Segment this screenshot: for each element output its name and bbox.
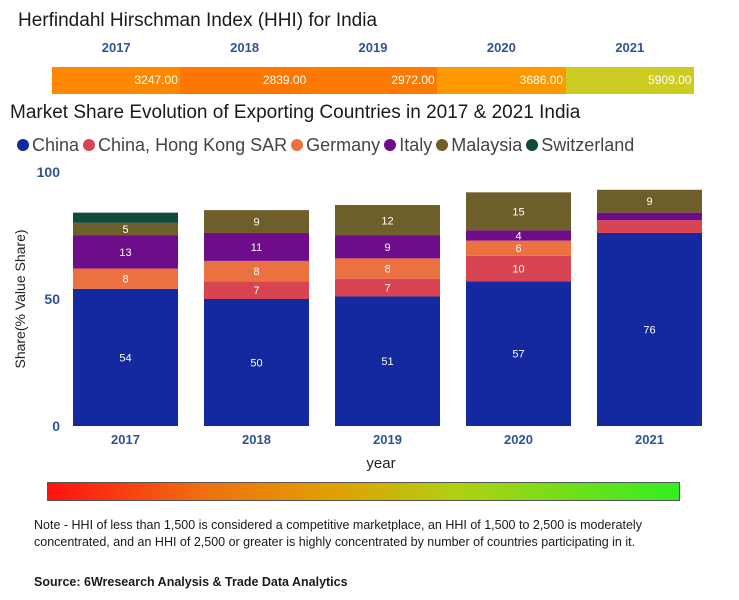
hhi-value-cell: 2839.00 xyxy=(180,67,310,94)
legend-swatch xyxy=(17,139,29,151)
data-label: 54 xyxy=(119,352,131,364)
hhi-year-label: 2021 xyxy=(615,40,645,55)
y-tick-label: 100 xyxy=(37,164,61,180)
bar-segment xyxy=(466,255,571,282)
stacked-bar-chart: 0 50 100 Share(% Value Share) 54 8 13 5 2017 50 7 8… xyxy=(12,164,702,472)
legend-swatch xyxy=(291,139,304,151)
legend-item: Italy xyxy=(384,135,432,156)
data-label: 8 xyxy=(122,274,128,286)
data-label: 8 xyxy=(253,266,259,278)
x-axis-title: year xyxy=(366,455,395,472)
hhi-year-label: 2018 xyxy=(230,40,260,55)
data-label: 10 xyxy=(512,264,524,276)
x-tick-label: 2021 xyxy=(635,432,664,447)
data-label: 8 xyxy=(384,264,390,276)
data-label: 12 xyxy=(381,215,393,227)
data-label: 5 xyxy=(122,224,128,236)
data-label: 76 xyxy=(643,324,655,336)
data-label: 11 xyxy=(251,242,262,254)
bar-segment xyxy=(335,235,440,259)
legend-label: China, Hong Kong SAR xyxy=(98,135,288,155)
bar-segment xyxy=(73,268,178,289)
legend-item: China xyxy=(17,135,79,156)
chart-legend: China China, Hong Kong SAR Germany Italy Mal… xyxy=(17,135,638,159)
hhi-value-cell: 5909.00 xyxy=(565,67,695,94)
x-tick-label: 2018 xyxy=(242,432,271,447)
bar-segment xyxy=(73,222,178,236)
hhi-value-bar: 3247.00 2839.00 2972.00 3686.00 5909.00 xyxy=(52,67,695,94)
bar-segment xyxy=(204,210,309,233)
data-label: 7 xyxy=(253,285,259,297)
hhi-value-cell: 3247.00 xyxy=(52,67,181,94)
data-label: 4 xyxy=(515,231,521,243)
data-label: 15 xyxy=(512,206,524,218)
footnote: Note - HHI of less than 1,500 is conside… xyxy=(34,518,642,549)
data-label: 51 xyxy=(381,356,393,368)
legend-swatch xyxy=(83,139,96,151)
x-tick-label: 2017 xyxy=(111,432,140,447)
hhi-year-label: 2017 xyxy=(101,40,131,55)
bar-segment xyxy=(73,212,178,223)
data-label: 6 xyxy=(515,243,521,255)
legend-label: China xyxy=(32,135,80,155)
bar-segment xyxy=(73,288,178,426)
data-label: 7 xyxy=(384,283,390,295)
data-label: 13 xyxy=(119,247,131,259)
bar-segment xyxy=(466,192,571,231)
bar-segment xyxy=(335,258,440,279)
bar-segment xyxy=(204,232,309,261)
hhi-year-label: 2019 xyxy=(358,40,388,55)
bar-segment xyxy=(335,205,440,236)
hhi-year-label: 2020 xyxy=(486,40,516,55)
y-axis-title: Share(% Value Share) xyxy=(12,229,28,368)
hhi-year-row: 2017 2018 2019 2020 2021 xyxy=(52,40,694,58)
chart-title: Market Share Evolution of Exporting Coun… xyxy=(10,102,581,123)
hhi-value-cell: 3686.00 xyxy=(437,67,567,94)
bar-segment xyxy=(204,260,309,282)
legend-label: Germany xyxy=(306,135,381,155)
data-label: 50 xyxy=(250,358,262,370)
legend-swatch xyxy=(436,139,449,151)
data-label: 9 xyxy=(384,242,390,254)
legend-swatch xyxy=(526,139,539,151)
source-line: Source: 6Wresearch Analysis & Trade Data… xyxy=(34,575,348,589)
bar-segment xyxy=(597,212,702,221)
bar-segment xyxy=(204,281,309,299)
bar-segment xyxy=(466,281,571,426)
legend-item: Switzerland xyxy=(526,135,634,156)
bar-segment xyxy=(466,240,571,256)
bar-segment xyxy=(73,235,178,269)
legend-label: Italy xyxy=(399,135,433,155)
data-label: 9 xyxy=(646,196,652,208)
bar-segment xyxy=(597,220,702,233)
y-tick-label: 50 xyxy=(44,291,60,307)
legend-item: Malaysia xyxy=(436,135,522,156)
x-tick-label: 2019 xyxy=(373,432,402,447)
bar-segment xyxy=(204,299,309,426)
x-tick-label: 2020 xyxy=(504,432,533,447)
legend-label: Switzerland xyxy=(541,135,635,155)
legend-item: China, Hong Kong SAR xyxy=(83,135,287,156)
bar-segment xyxy=(335,278,440,297)
hhi-title: Herfindahl Hirschman Index (HHI) for Ind… xyxy=(18,10,378,31)
bar-segment xyxy=(597,189,702,213)
legend-label: Malaysia xyxy=(451,135,523,155)
bar-segment xyxy=(597,232,702,426)
bar-segment xyxy=(335,296,440,426)
hhi-color-scale xyxy=(47,482,680,501)
legend-swatch xyxy=(384,139,397,151)
y-tick-label: 0 xyxy=(52,418,60,434)
data-label: 9 xyxy=(253,217,259,229)
data-label: 57 xyxy=(512,349,524,361)
legend-item: Germany xyxy=(291,135,380,156)
hhi-value-cell: 2972.00 xyxy=(308,67,438,94)
bar-segment xyxy=(466,230,571,241)
